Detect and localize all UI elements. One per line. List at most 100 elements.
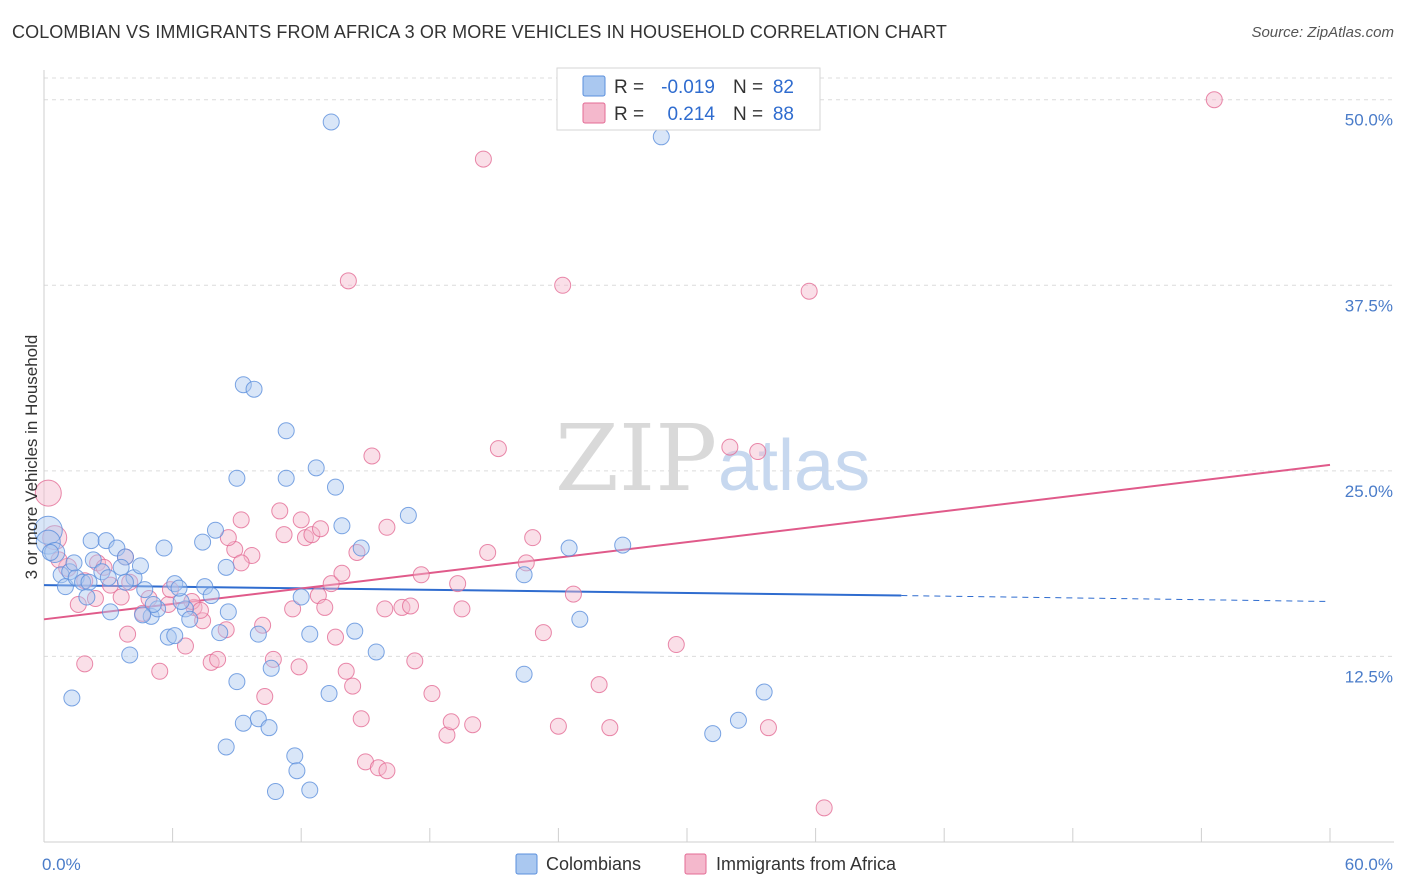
point-africa <box>749 443 767 461</box>
point-colombians <box>260 719 278 737</box>
point-africa <box>524 529 542 547</box>
point-colombians <box>101 603 119 621</box>
point-colombians <box>277 469 295 487</box>
point-colombians <box>78 588 96 606</box>
point-colombians <box>194 533 212 551</box>
point-colombians <box>333 517 351 535</box>
bottom-legend-swatch-colombians <box>515 853 538 875</box>
point-colombians <box>217 738 235 756</box>
point-africa <box>412 566 430 584</box>
point-colombians <box>352 539 370 557</box>
point-colombians <box>367 643 385 661</box>
point-colombians <box>571 610 589 628</box>
point-africa <box>352 710 370 728</box>
point-africa <box>112 588 130 606</box>
point-colombians <box>234 376 252 394</box>
point-africa <box>42 525 68 551</box>
point-colombians <box>346 622 364 640</box>
y-axis-title: 3 or more Vehicles in Household <box>22 335 41 580</box>
point-africa <box>721 438 739 456</box>
point-colombians <box>80 573 98 591</box>
point-colombians <box>211 624 229 642</box>
point-africa <box>442 713 460 731</box>
point-colombians <box>131 557 149 575</box>
point-africa <box>489 440 507 458</box>
point-africa <box>406 652 424 670</box>
point-colombians <box>245 380 263 398</box>
point-colombians <box>44 542 66 563</box>
point-africa <box>378 762 396 780</box>
point-colombians <box>301 781 319 799</box>
point-africa <box>376 600 394 618</box>
data-points <box>33 91 1223 817</box>
point-colombians <box>155 539 173 557</box>
x-tick-label: 0.0% <box>42 855 81 874</box>
point-colombians <box>116 573 134 591</box>
bottom-legend-label-africa: Immigrants from Africa <box>716 854 897 874</box>
point-africa <box>176 637 194 655</box>
point-africa <box>275 526 293 544</box>
legend-n-label-2: N = <box>733 104 763 125</box>
y-tick-label: 50.0% <box>1345 111 1393 130</box>
point-colombians <box>93 563 111 581</box>
trend-line-africa <box>43 463 1331 621</box>
point-colombians <box>320 685 338 703</box>
point-colombians <box>515 566 533 584</box>
point-africa <box>800 282 818 300</box>
point-africa <box>1205 91 1223 109</box>
point-africa <box>554 276 572 294</box>
point-colombians <box>286 747 304 765</box>
point-africa <box>479 544 497 561</box>
point-colombians <box>136 581 154 599</box>
legend-n-value-1: 82 <box>773 77 794 98</box>
watermark-zip: ZIP <box>555 405 717 512</box>
point-africa <box>534 624 552 642</box>
point-colombians <box>170 579 188 597</box>
y-tick-label: 25.0% <box>1345 482 1393 501</box>
point-africa <box>290 658 308 676</box>
point-africa <box>402 597 420 615</box>
point-colombians <box>234 714 252 732</box>
point-africa <box>564 585 582 603</box>
point-africa <box>464 716 482 734</box>
correlation-legend: R = -0.019 N = 82 R = 0.214 N = 88 <box>556 67 821 131</box>
point-africa <box>232 511 250 529</box>
legend-n-value-2: 88 <box>773 104 794 125</box>
point-colombians <box>266 783 284 801</box>
point-africa <box>69 595 87 613</box>
point-colombians <box>755 683 773 701</box>
point-colombians <box>196 578 214 596</box>
point-colombians <box>112 558 130 576</box>
legend-swatch-africa <box>582 102 606 124</box>
point-colombians <box>134 606 152 624</box>
point-africa <box>34 479 62 507</box>
point-colombians <box>41 544 59 561</box>
point-colombians <box>144 595 162 613</box>
point-africa <box>453 600 471 618</box>
point-colombians <box>166 627 184 645</box>
legend-r-label-1: R = <box>614 77 644 98</box>
point-africa <box>292 511 310 529</box>
point-colombians <box>729 711 747 729</box>
point-africa <box>256 688 274 706</box>
point-colombians <box>228 469 246 487</box>
point-africa <box>322 575 340 593</box>
point-africa <box>303 526 321 544</box>
point-africa <box>86 590 104 608</box>
point-colombians <box>84 551 102 569</box>
point-africa <box>209 650 227 668</box>
point-africa <box>161 581 179 599</box>
point-colombians <box>172 592 190 610</box>
point-colombians <box>181 610 199 628</box>
point-africa <box>339 272 357 290</box>
point-africa <box>337 662 355 680</box>
trend-line-colombians-extension <box>901 595 1331 602</box>
point-africa <box>219 529 237 547</box>
point-africa <box>759 719 777 737</box>
point-colombians <box>63 689 81 707</box>
legend-r-value-1: -0.019 <box>661 77 715 98</box>
point-colombians <box>217 558 235 576</box>
point-colombians <box>288 762 306 780</box>
point-africa <box>438 726 456 744</box>
